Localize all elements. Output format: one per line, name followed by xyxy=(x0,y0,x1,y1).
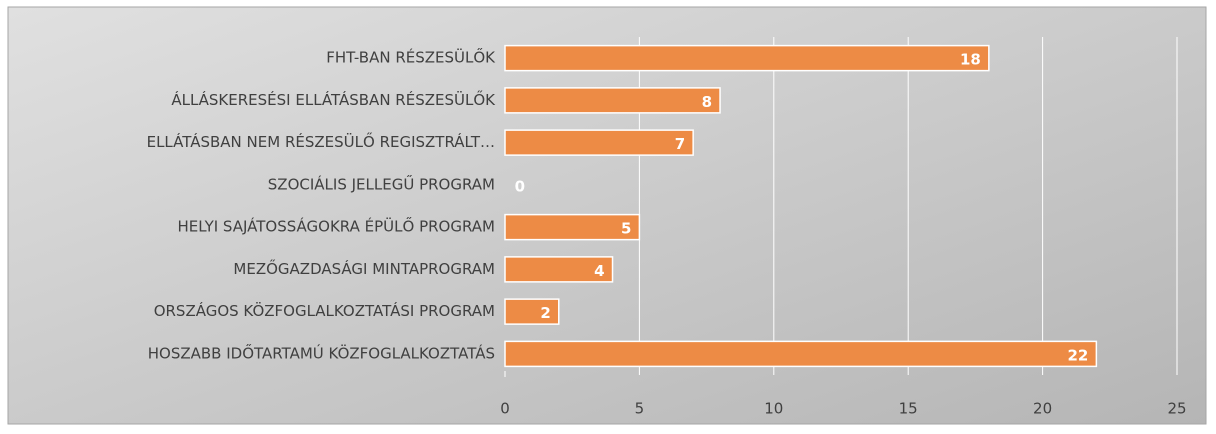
data-label: 2 xyxy=(540,304,550,322)
data-label: 7 xyxy=(675,135,685,153)
x-tick-label: 5 xyxy=(635,400,645,418)
x-tick-label: 25 xyxy=(1167,400,1186,418)
bar xyxy=(504,340,1098,368)
data-label: 0 xyxy=(515,177,525,195)
y-tick-label: ÁLLÁSKERESÉSI ELLÁTÁSBAN RÉSZESÜLŐK xyxy=(171,89,496,109)
y-tick-label: HELYI SAJÁTOSSÁGOKRA ÉPÜLŐ PROGRAM xyxy=(177,216,495,236)
data-label: 8 xyxy=(702,93,712,111)
data-label: 22 xyxy=(1067,346,1088,364)
x-tick-label: 20 xyxy=(1033,400,1052,418)
data-label: 18 xyxy=(960,51,981,69)
data-label: 5 xyxy=(621,220,631,238)
y-tick-label: ELLÁTÁSBAN NEM RÉSZESÜLŐ REGISZTRÁLT… xyxy=(147,131,495,151)
x-tick-label: 0 xyxy=(500,400,510,418)
y-tick-label: ORSZÁGOS KÖZFOGLALKOZTATÁSI PROGRAM xyxy=(154,301,495,320)
bar xyxy=(504,213,641,241)
y-tick-label: SZOCIÁLIS JELLEGŰ PROGRAM xyxy=(268,173,495,193)
bar xyxy=(504,87,721,114)
y-tick-label: HOSZABB IDŐTARTAMÚ KÖZFOGLALKOZTATÁS xyxy=(148,342,495,362)
data-label: 4 xyxy=(594,262,604,280)
y-tick-label: FHT-BAN RÉSZESÜLŐK xyxy=(326,47,496,67)
bar xyxy=(504,298,560,325)
x-tick-label: 10 xyxy=(764,400,783,418)
y-tick-label: MEZŐGAZDASÁGI MINTAPROGRAM xyxy=(233,258,495,278)
bar xyxy=(504,256,614,283)
bar xyxy=(504,44,990,72)
x-tick-label: 15 xyxy=(899,400,918,418)
bar xyxy=(504,129,694,156)
